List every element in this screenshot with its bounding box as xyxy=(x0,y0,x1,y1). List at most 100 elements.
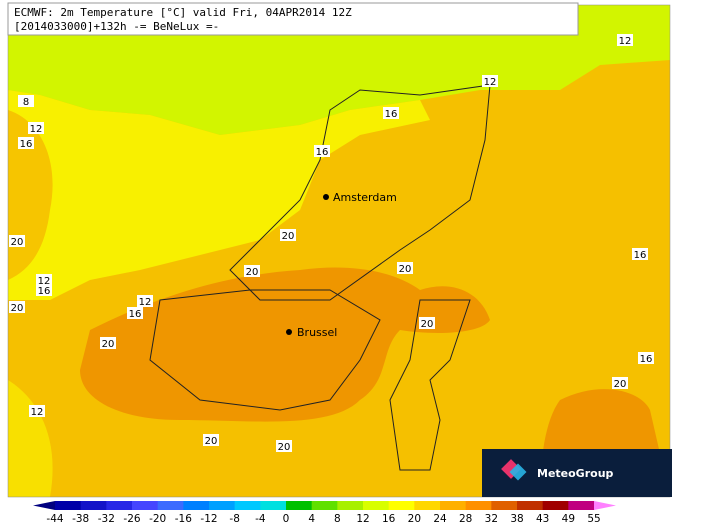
colorbar-arrow xyxy=(594,501,616,510)
colorbar-label: -20 xyxy=(149,513,166,525)
colorbar-label: -32 xyxy=(98,513,115,525)
city-dot xyxy=(286,329,292,335)
contour-label-bg xyxy=(36,284,52,296)
colorbar-label: 49 xyxy=(562,513,575,525)
contour-label: 16 xyxy=(129,309,142,320)
contour-label-bg xyxy=(397,262,413,274)
contour-label-bg xyxy=(632,248,648,260)
contour-label-bg xyxy=(29,405,45,417)
colorbar-segment xyxy=(106,501,133,510)
colorbar-segment xyxy=(132,501,159,510)
contour-label-bg xyxy=(9,301,25,313)
colorbar-segment xyxy=(337,501,364,510)
colorbar-label: -38 xyxy=(72,513,89,525)
colorbar-label: 0 xyxy=(283,513,290,525)
contour-label-bg xyxy=(203,434,219,446)
contour-label-bg xyxy=(419,317,435,329)
colorbar-segment xyxy=(80,501,107,510)
colorbar-label: -4 xyxy=(255,513,266,525)
contour-label-bg xyxy=(100,337,116,349)
colorbar-segment xyxy=(55,501,82,510)
colorbar-segment xyxy=(414,501,441,510)
colorbar-label: -12 xyxy=(200,513,217,525)
colorbar-label: 28 xyxy=(459,513,472,525)
contour-label: 16 xyxy=(38,286,51,297)
logo-icon xyxy=(501,459,527,481)
colorbar-label: 43 xyxy=(536,513,549,525)
contour-label-bg xyxy=(18,137,34,149)
colorbar-segment xyxy=(517,501,544,510)
colorbar-label: 4 xyxy=(308,513,315,525)
header-box xyxy=(7,2,579,36)
colorbar-segment xyxy=(491,501,518,510)
contour-label-bg xyxy=(18,95,34,107)
contour-label: 20 xyxy=(11,303,24,314)
colorbar-label: -8 xyxy=(229,513,239,525)
contour-label: 12 xyxy=(31,407,44,418)
city-dot xyxy=(323,194,329,200)
colorbar-segment xyxy=(183,501,210,510)
contour-label-bg xyxy=(383,107,399,119)
colorbar-segment xyxy=(234,501,261,510)
contour-label-bg xyxy=(617,34,633,46)
colorbar-segment xyxy=(311,501,338,510)
contour-label-bg xyxy=(28,122,44,134)
contour-label: 20 xyxy=(11,237,24,248)
colorbar-label: 55 xyxy=(587,513,600,525)
colorbar-segment xyxy=(388,501,415,510)
city-label: Brussel xyxy=(297,326,337,339)
contour-label: 12 xyxy=(484,77,497,88)
contour-label: 12 xyxy=(30,124,43,135)
colorbar-label: 16 xyxy=(382,513,396,525)
colorbar-label: 38 xyxy=(510,513,523,525)
contour-label-bg xyxy=(137,295,153,307)
contour-label: 20 xyxy=(282,231,295,242)
colorbar-label: -44 xyxy=(46,513,63,525)
logo-text: MeteoGroup xyxy=(537,467,614,480)
colorbar-segment xyxy=(157,501,184,510)
contour-label: 20 xyxy=(102,339,115,350)
colorbar-label: 20 xyxy=(408,513,421,525)
colorbar-label: 12 xyxy=(356,513,369,525)
contour-label: 20 xyxy=(399,264,412,275)
contour-label-bg xyxy=(9,235,25,247)
contour-label: 16 xyxy=(385,109,398,120)
colorbar-segment xyxy=(209,501,236,510)
colorbar-segment xyxy=(286,501,313,510)
colorbar-segment xyxy=(542,501,569,510)
contour-label: 20 xyxy=(278,442,291,453)
contour-label: 20 xyxy=(421,319,434,330)
contour-label-bg xyxy=(612,377,628,389)
contour-label: 20 xyxy=(246,267,259,278)
contour-label-bg xyxy=(638,352,654,364)
colorbar-segment xyxy=(363,501,390,510)
city-label: Amsterdam xyxy=(333,191,397,204)
colorbar-label: 24 xyxy=(433,513,447,525)
contour-label: 12 xyxy=(139,297,152,308)
contour-label-bg xyxy=(244,265,260,277)
contour-label: 12 xyxy=(619,36,632,47)
temperature-field xyxy=(8,5,670,497)
colorbar-label: -26 xyxy=(123,513,140,525)
colorbar-arrow xyxy=(33,501,55,510)
contour-label: 12 xyxy=(38,276,51,287)
colorbar-label: 8 xyxy=(334,513,341,525)
contour-label-bg xyxy=(276,440,292,452)
contour-label: 20 xyxy=(614,379,627,390)
colorbar-label: -16 xyxy=(175,513,192,525)
colorbar-label: 32 xyxy=(485,513,498,525)
contour-label-bg xyxy=(280,229,296,241)
contour-label: 16 xyxy=(634,250,647,261)
contour-label-bg xyxy=(36,274,52,286)
contour-label: 16 xyxy=(316,147,329,158)
colorbar-segment xyxy=(465,501,492,510)
contour-label: 16 xyxy=(640,354,653,365)
contour-label-bg xyxy=(314,145,330,157)
contour-label: 20 xyxy=(205,436,218,447)
colorbar-segment xyxy=(440,501,467,510)
colorbar-segment xyxy=(568,501,595,510)
colorbar-segment xyxy=(260,501,287,510)
contour-label: 8 xyxy=(23,97,29,108)
contour-label-bg xyxy=(127,307,143,319)
